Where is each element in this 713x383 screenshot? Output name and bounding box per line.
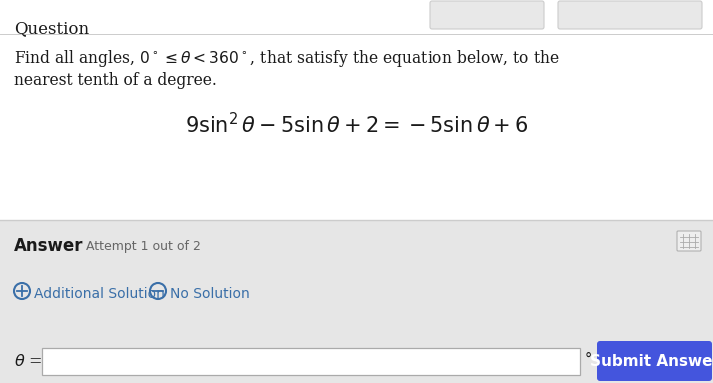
Text: $\theta$ =: $\theta$ = [14,353,43,370]
FancyBboxPatch shape [0,220,713,383]
Text: Answer: Answer [14,237,83,255]
FancyBboxPatch shape [0,0,713,220]
FancyBboxPatch shape [677,231,701,251]
Text: $9\sin^2\theta - 5\sin\theta + 2 = -5\sin\theta + 6$: $9\sin^2\theta - 5\sin\theta + 2 = -5\si… [185,112,528,137]
Text: °: ° [585,352,593,367]
Text: Submit Answer: Submit Answer [590,354,713,368]
FancyBboxPatch shape [558,1,702,29]
FancyBboxPatch shape [597,341,712,381]
Text: Attempt 1 out of 2: Attempt 1 out of 2 [86,240,201,253]
Text: Question: Question [14,20,89,37]
Text: No Solution: No Solution [170,287,250,301]
Text: Find all angles, $0^\circ \leq \theta < 360^\circ$, that satisfy the equation be: Find all angles, $0^\circ \leq \theta < … [14,48,560,69]
Text: Additional Solution: Additional Solution [34,287,165,301]
Text: nearest tenth of a degree.: nearest tenth of a degree. [14,72,217,89]
FancyBboxPatch shape [430,1,544,29]
FancyBboxPatch shape [42,348,580,375]
